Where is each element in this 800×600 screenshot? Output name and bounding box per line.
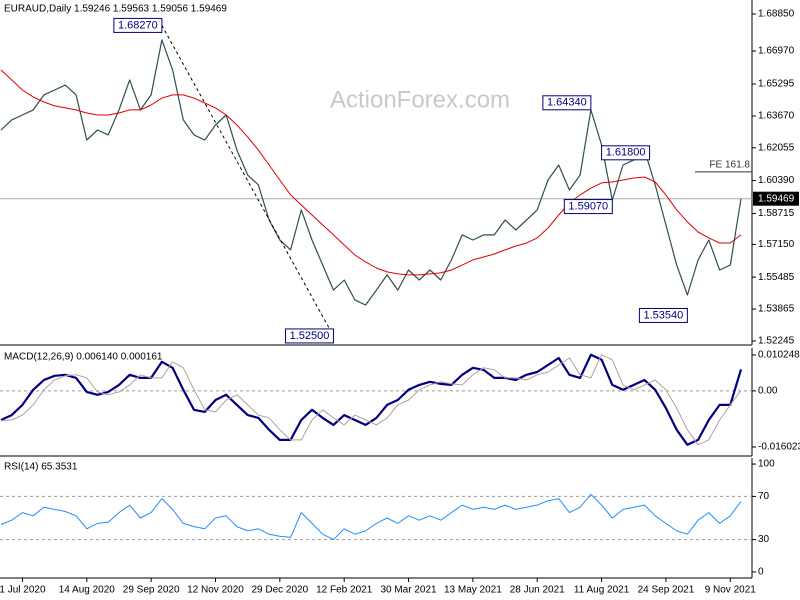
y-tick-label: 30 — [758, 534, 770, 545]
y-tick-label: 1.60390 — [758, 175, 795, 186]
annotation-label: 1.64340 — [547, 97, 587, 109]
annotation-box — [542, 95, 592, 111]
y-tick-label: 1.57150 — [758, 239, 795, 250]
series-line — [0, 354, 742, 446]
series-line — [0, 39, 742, 306]
fe-label: FE 161.8 — [709, 160, 750, 171]
y-tick-label: 1.65295 — [758, 79, 795, 90]
x-tick-label: 29 Sep 2020 — [123, 585, 180, 596]
x-tick-label: 28 Jun 2021 — [510, 585, 565, 596]
panel-title: RSI(14) 65.3531 — [4, 462, 78, 473]
series-line — [0, 69, 742, 276]
x-tick-label: 12 Feb 2021 — [316, 585, 373, 596]
y-tick-label: 1.68850 — [758, 9, 795, 20]
annotation-label: 1.53540 — [643, 309, 683, 321]
y-tick-label: 1.55485 — [758, 272, 795, 283]
y-tick-label: 1.58715 — [758, 208, 795, 219]
x-tick-label: 30 Mar 2021 — [380, 585, 437, 596]
x-tick-label: 29 Dec 2020 — [251, 585, 308, 596]
x-tick-label: 9 Nov 2021 — [705, 585, 757, 596]
y-tick-label: 70 — [758, 491, 770, 502]
y-tick-label: -0.016023 — [758, 442, 800, 453]
annotation-box — [113, 17, 163, 33]
x-tick-label: 24 Sep 2021 — [638, 585, 695, 596]
x-tick-label: 12 Nov 2020 — [187, 585, 244, 596]
y-tick-label: 1.63670 — [758, 111, 795, 122]
annotation-label: 1.52500 — [290, 330, 330, 342]
panel-title: EURAUD,Daily 1.59246 1.59563 1.59056 1.5… — [4, 4, 227, 15]
watermark: ActionForex.com — [330, 86, 510, 113]
last-price-box — [753, 191, 799, 206]
annotation-box — [563, 199, 613, 215]
x-tick-label: 13 May 2021 — [444, 585, 502, 596]
annotation-label: 1.61800 — [606, 147, 646, 159]
x-tick-label: 14 Aug 2020 — [59, 585, 116, 596]
y-tick-label: 1.53865 — [758, 304, 795, 315]
x-tick-label: 1 Jul 2020 — [0, 585, 46, 596]
annotation-label: 1.59070 — [568, 200, 608, 212]
y-tick-label: 0.00 — [758, 386, 778, 397]
annotation-box — [284, 328, 334, 344]
x-tick-label: 11 Aug 2021 — [574, 585, 630, 596]
y-tick-label: 1.62055 — [758, 142, 795, 153]
y-tick-label: 1.52245 — [758, 336, 795, 347]
panel-title: MACD(12,26,9) 0.006140 0.000161 — [4, 352, 163, 363]
series-line — [0, 493, 742, 541]
trend-line — [161, 25, 334, 337]
y-tick-label: 0 — [758, 567, 764, 578]
annotation-box — [601, 145, 651, 161]
annotation-label: 1.68270 — [118, 19, 158, 31]
series-line — [0, 353, 743, 446]
last-price-label: 1.59469 — [758, 193, 795, 204]
y-tick-label: 1.66970 — [758, 46, 795, 57]
annotation-box — [638, 307, 688, 323]
y-tick-label: 0.010248 — [758, 350, 800, 361]
y-tick-label: 100 — [758, 459, 775, 470]
